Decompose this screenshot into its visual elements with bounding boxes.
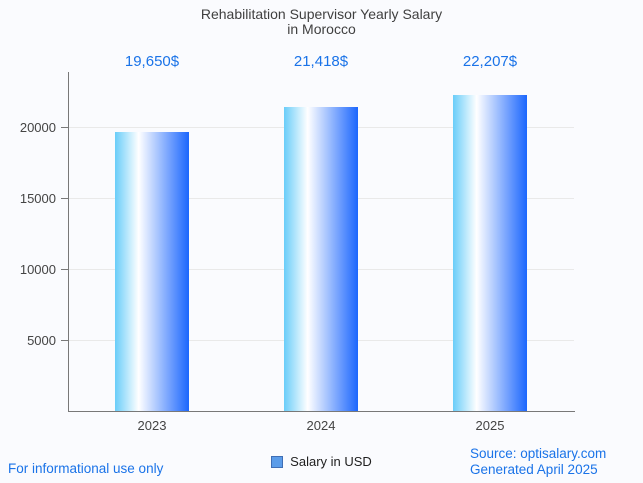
bar-value-label: 19,650$ — [124, 53, 180, 70]
bar-value-label: 22,207$ — [462, 53, 518, 70]
generated-text: Generated April 2025 — [470, 462, 598, 477]
y-axis-tick — [61, 127, 68, 128]
x-axis-label: 2024 — [306, 418, 336, 433]
legend: Salary in USD — [0, 454, 643, 469]
source-text[interactable]: Source: optisalary.com — [470, 446, 607, 461]
legend-swatch-icon — [271, 455, 284, 468]
y-axis-tick — [61, 198, 68, 199]
y-axis-line — [68, 72, 69, 412]
x-axis-line — [68, 411, 575, 412]
salary-bar-2023[interactable] — [115, 132, 189, 411]
disclaimer-text: For informational use only — [8, 461, 164, 476]
y-axis-label: 5000 — [27, 333, 56, 348]
x-axis-label: 2025 — [475, 418, 505, 433]
y-axis-tick — [61, 269, 68, 270]
salary-bar-2024[interactable] — [284, 107, 358, 411]
chart-title-line2: in Morocco — [287, 21, 356, 37]
x-axis-label: 2023 — [137, 418, 167, 433]
y-axis-tick — [61, 340, 68, 341]
y-axis-label: 20000 — [19, 120, 56, 135]
y-axis-label: 15000 — [19, 191, 56, 206]
source-block: Source: optisalary.com Generated April 2… — [470, 446, 606, 478]
y-axis-label: 10000 — [19, 262, 56, 277]
chart-title-line1: Rehabilitation Supervisor Yearly Salary — [200, 6, 443, 22]
legend-label: Salary in USD — [290, 454, 372, 469]
salary-bar-2025[interactable] — [453, 95, 527, 411]
chart-title: Rehabilitation Supervisor Yearly Salary … — [0, 7, 643, 37]
bar-value-label: 21,418$ — [293, 53, 349, 70]
